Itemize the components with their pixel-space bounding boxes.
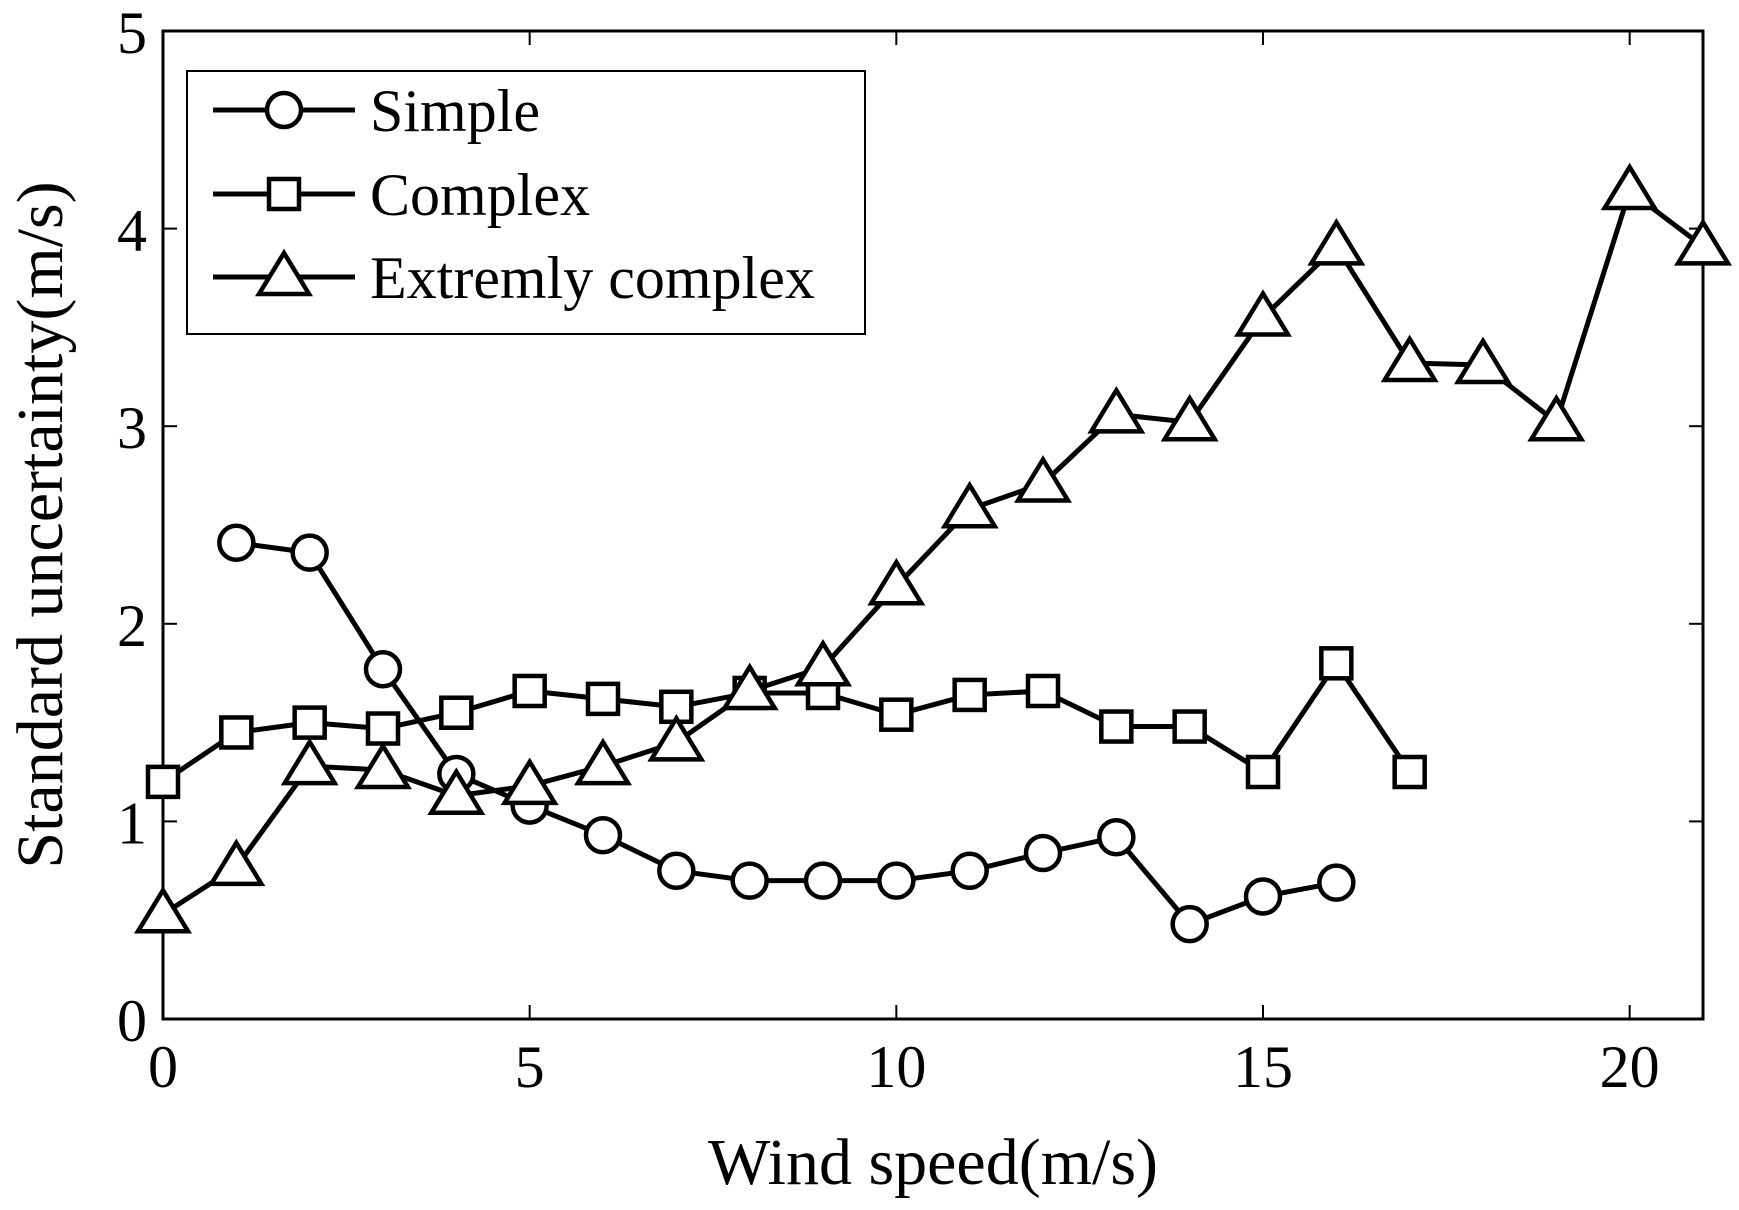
data-point-complex <box>585 681 621 717</box>
data-point-extremly-complex <box>1233 289 1293 337</box>
data-point-extremly-complex <box>1013 455 1073 503</box>
plot-frame <box>161 29 1705 1021</box>
data-point-extremly-complex <box>280 737 339 786</box>
y-tick-label: 4 <box>117 198 147 264</box>
data-point-extremly-complex <box>1307 218 1366 266</box>
data-point-complex <box>1025 673 1061 709</box>
data-point-extremly-complex <box>133 885 193 934</box>
legend-marker-extremly-complex <box>254 248 314 297</box>
data-point-simple <box>803 861 843 900</box>
data-point-extremly-complex <box>1160 393 1219 442</box>
data-point-extremly-complex <box>793 638 853 687</box>
legend: Simple Complex Extremly complex <box>186 70 866 335</box>
data-point-extremly-complex <box>647 714 706 762</box>
data-point-extremly-complex <box>1673 218 1733 266</box>
series-complex <box>145 646 1427 800</box>
data-point-simple <box>1170 904 1209 944</box>
data-point-extremly-complex <box>1453 336 1513 385</box>
series-extremly-complex <box>133 162 1733 934</box>
x-tick-label: 5 <box>515 1034 545 1100</box>
data-point-complex <box>1099 709 1134 744</box>
data-point-complex <box>145 764 181 800</box>
data-point-simple <box>657 851 696 891</box>
series-line-simple <box>235 540 1337 927</box>
data-point-simple <box>583 815 623 855</box>
x-tick-label: 20 <box>1600 1034 1660 1100</box>
data-point-extremly-complex <box>427 767 486 815</box>
y-axis-title: Standard uncertainty(m/s) <box>4 181 77 868</box>
data-point-simple <box>1317 863 1356 902</box>
data-point-simple <box>950 851 989 891</box>
data-point-extremly-complex <box>353 741 413 790</box>
data-point-extremly-complex <box>720 662 779 711</box>
data-point-complex <box>952 677 987 713</box>
data-point-simple <box>877 861 916 900</box>
legend-label-simple: Simple <box>370 78 540 144</box>
legend-item-complex: Complex <box>213 162 590 228</box>
data-point-extremly-complex <box>1600 162 1659 211</box>
legend-label-extremly-complex: Extremly complex <box>370 245 815 311</box>
data-point-simple <box>290 533 329 572</box>
data-point-simple <box>730 861 769 900</box>
data-point-simple <box>1097 817 1136 857</box>
data-point-complex <box>805 675 841 711</box>
y-tick-label: 2 <box>117 593 147 659</box>
y-tick-label: 5 <box>117 0 147 66</box>
data-point-complex <box>1245 754 1281 790</box>
series-group <box>133 162 1733 944</box>
data-point-extremly-complex <box>207 838 266 887</box>
data-point-extremly-complex <box>1087 386 1146 434</box>
legend-item-extremly-complex: Extremly complex <box>213 245 815 311</box>
y-tick-label: 3 <box>117 395 147 461</box>
data-point-complex <box>1319 646 1354 681</box>
x-tick-label: 15 <box>1233 1034 1293 1100</box>
data-point-simple <box>217 523 256 563</box>
legend-marker-complex <box>266 176 302 212</box>
data-point-simple <box>1243 877 1283 916</box>
series-line-extremly-complex <box>161 188 1705 917</box>
data-point-extremly-complex <box>1380 334 1439 383</box>
data-point-extremly-complex <box>573 737 633 786</box>
data-point-simple <box>363 649 403 689</box>
y-tick-label: 1 <box>117 790 147 856</box>
data-point-complex <box>292 705 327 740</box>
data-point-complex <box>219 715 254 750</box>
axis-ticks: 0 5 10 15 20 0 1 2 3 4 5 <box>117 0 1703 1100</box>
data-point-complex <box>365 711 401 746</box>
x-axis-title: Wind speed(m/s) <box>708 1126 1158 1199</box>
x-tick-label: 10 <box>866 1034 926 1100</box>
data-point-complex <box>512 673 547 709</box>
data-point-simple <box>1023 833 1063 873</box>
data-point-complex <box>1172 709 1207 744</box>
data-point-extremly-complex <box>867 557 926 606</box>
data-point-complex <box>879 697 914 732</box>
y-tick-label: 0 <box>117 988 147 1054</box>
data-point-extremly-complex <box>500 757 559 806</box>
legend-label-complex: Complex <box>370 162 590 228</box>
data-point-extremly-complex <box>1527 393 1586 442</box>
legend-item-simple: Simple <box>213 78 540 144</box>
legend-entries: Simple Complex Extremly complex <box>213 78 815 311</box>
legend-marker-simple <box>264 90 304 130</box>
data-point-complex <box>439 695 474 730</box>
x-tick-label: 0 <box>148 1034 178 1100</box>
data-point-extremly-complex <box>940 480 999 529</box>
data-point-complex <box>1392 754 1427 790</box>
